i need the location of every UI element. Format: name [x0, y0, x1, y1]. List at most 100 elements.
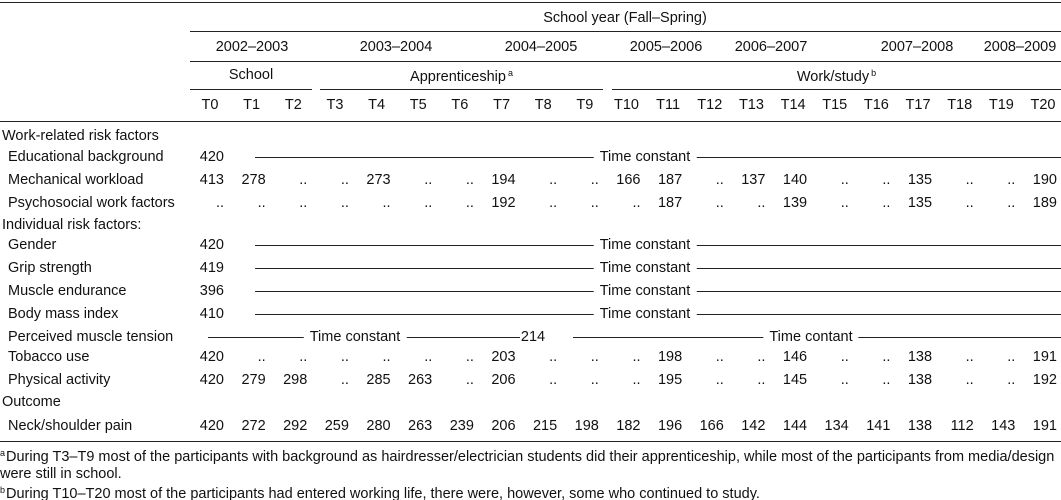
time-label: T17: [905, 97, 931, 113]
cell: ..: [382, 349, 391, 365]
cell: ..: [632, 195, 641, 211]
cell: 182: [616, 418, 641, 434]
time-label: T6: [451, 97, 469, 113]
year-label: 2005–2006: [629, 39, 703, 55]
time-label: T14: [780, 97, 806, 113]
time-label: T19: [988, 97, 1014, 113]
cell: ..: [340, 372, 349, 388]
cell: ..: [590, 349, 599, 365]
cell: 419: [199, 260, 224, 276]
cell: 166: [616, 172, 641, 188]
cell: 198: [657, 349, 683, 365]
cell: ..: [632, 372, 641, 388]
time-label: T1: [243, 97, 261, 113]
cell: 146: [782, 349, 808, 365]
cell: ..: [1007, 372, 1016, 388]
rule: [190, 31, 1061, 32]
cell: 166: [699, 418, 724, 434]
rule: [320, 89, 603, 90]
rule: [612, 89, 1061, 90]
cell: 206: [491, 418, 516, 434]
time-label: T11: [656, 97, 681, 113]
cell: 112: [950, 418, 974, 434]
cell: 137: [741, 172, 766, 188]
cell: 144: [782, 418, 808, 434]
row-label: Mechanical workload: [8, 172, 144, 188]
cell: 139: [782, 195, 808, 211]
cell: 138: [907, 418, 933, 434]
cell: ..: [465, 349, 474, 365]
cell: 196: [657, 418, 683, 434]
cell: ..: [340, 172, 349, 188]
cell: ..: [715, 349, 724, 365]
cell: 191: [1032, 349, 1057, 365]
year-label: 2002–2003: [215, 39, 289, 55]
cell: ..: [590, 372, 599, 388]
cell: ..: [590, 172, 599, 188]
cell: ..: [590, 195, 599, 211]
cell: ..: [1007, 349, 1016, 365]
cell: 263: [408, 372, 433, 388]
cell: 215: [532, 418, 558, 434]
cell: ..: [549, 372, 558, 388]
cell: ..: [757, 195, 766, 211]
cell: ..: [549, 172, 558, 188]
cell: ..: [549, 195, 558, 211]
cell: ..: [382, 195, 391, 211]
cell: 239: [449, 418, 474, 434]
cell: ..: [549, 349, 558, 365]
row-label: Grip strength: [8, 260, 92, 276]
cell: ..: [840, 372, 849, 388]
row-label: Psychosocial work factors: [8, 195, 175, 211]
year-label: 2007–2008: [880, 39, 954, 55]
footnote: aDuring T3–T9 most of the participants w…: [0, 445, 1058, 483]
cell: ..: [632, 349, 641, 365]
cell: 190: [1032, 172, 1057, 188]
cell: 410: [199, 306, 224, 322]
cell: 198: [574, 418, 599, 434]
cell: ..: [840, 195, 849, 211]
cell: ..: [299, 349, 308, 365]
cell: 187: [657, 195, 683, 211]
cell: ..: [715, 372, 724, 388]
cell: 203: [491, 349, 516, 365]
cell: 280: [366, 418, 391, 434]
cell: 187: [657, 172, 683, 188]
cell: ..: [257, 195, 266, 211]
cell: ..: [299, 195, 308, 211]
span-label: Time constant: [593, 305, 697, 323]
cell: ..: [215, 195, 224, 211]
cell: ..: [882, 195, 891, 211]
cell: ..: [465, 172, 474, 188]
time-label: T4: [368, 97, 386, 113]
time-label: T10: [614, 97, 639, 113]
row-label: Educational background: [8, 149, 164, 165]
cell: 420: [199, 349, 224, 365]
span-label: Time constant: [593, 236, 697, 254]
cell: ..: [424, 195, 433, 211]
time-label: T15: [822, 97, 848, 113]
cell: ..: [715, 195, 724, 211]
span-label: Time constant: [303, 328, 407, 346]
cell: 420: [199, 418, 224, 434]
rule: [190, 89, 312, 90]
span-label: Time constant: [593, 259, 697, 277]
cell: 138: [907, 349, 933, 365]
footnote-text: During T10–T20 most of the participants …: [6, 486, 760, 500]
cell: 135: [907, 172, 933, 188]
cell: 279: [241, 372, 266, 388]
cell: 298: [283, 372, 308, 388]
cell: 138: [907, 372, 933, 388]
footnote: bDuring T10–T20 most of the participants…: [0, 482, 1058, 500]
row-label: Tobacco use: [8, 349, 90, 365]
cell: 192: [491, 195, 516, 211]
cell: 194: [491, 172, 516, 188]
rule: [0, 121, 1061, 122]
cell: 263: [408, 418, 433, 434]
year-label: 2008–2009: [983, 39, 1057, 55]
cell: ..: [965, 195, 974, 211]
time-label: T16: [863, 97, 889, 113]
cell: 420: [199, 372, 224, 388]
time-label: T3: [326, 97, 344, 113]
